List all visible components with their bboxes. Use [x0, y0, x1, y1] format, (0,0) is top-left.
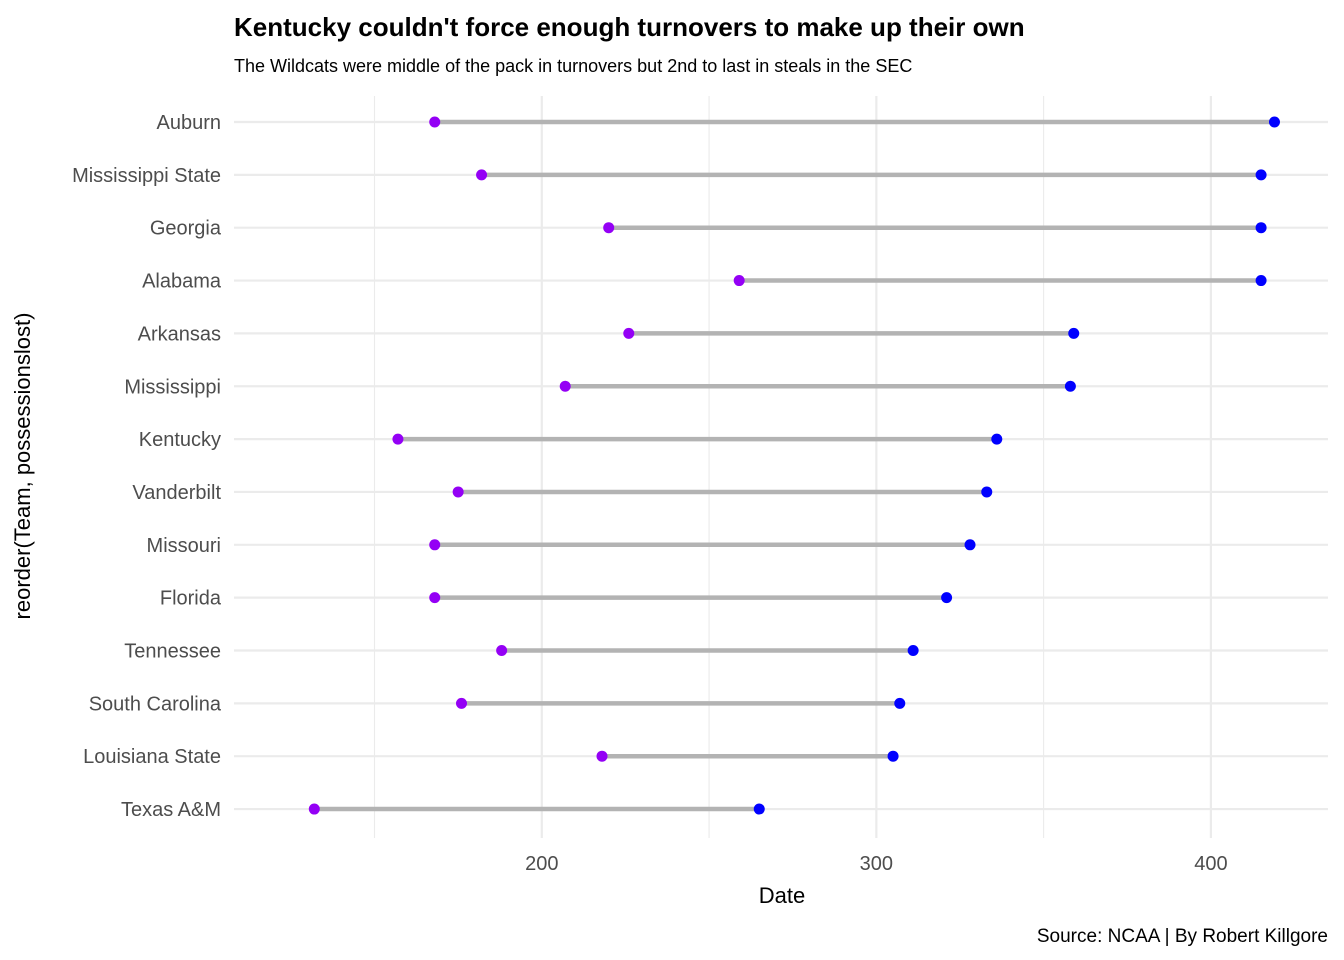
y-tick-label: Vanderbilt	[132, 482, 221, 504]
grid-lines	[234, 96, 1328, 838]
start-point	[596, 750, 608, 762]
y-tick-label: Mississippi State	[72, 165, 221, 187]
start-point	[429, 116, 441, 128]
points	[308, 116, 1280, 815]
end-point	[753, 803, 765, 815]
end-point	[1064, 380, 1076, 392]
y-tick-label: Auburn	[157, 112, 222, 134]
start-point	[455, 697, 467, 709]
segments	[314, 119, 1275, 812]
start-point	[733, 275, 745, 287]
x-tick-label: 300	[860, 853, 893, 875]
caption: Source: NCAA | By Robert Killgore	[1037, 926, 1328, 947]
start-point	[429, 539, 441, 551]
end-point	[887, 750, 899, 762]
y-tick-label: Arkansas	[138, 323, 221, 345]
start-point	[559, 380, 571, 392]
end-point	[1255, 169, 1267, 181]
y-tick-label: Texas A&M	[121, 799, 221, 821]
end-point	[1268, 116, 1280, 128]
y-tick-label: Kentucky	[139, 429, 221, 451]
y-axis-title: reorder(Team, possessionslost)	[10, 313, 35, 620]
x-tick-label: 200	[525, 853, 558, 875]
end-point	[981, 486, 993, 498]
end-point	[1255, 222, 1267, 234]
end-point	[894, 697, 906, 709]
start-point	[452, 486, 464, 498]
start-point	[392, 433, 404, 445]
start-point	[496, 645, 508, 656]
start-point	[308, 803, 320, 815]
y-tick-label: Louisiana State	[83, 746, 221, 768]
chart-title: Kentucky couldn't force enough turnovers…	[234, 12, 1025, 42]
end-point	[964, 539, 976, 551]
y-tick-label: Mississippi	[124, 376, 221, 398]
x-tick-labels: 200 300 400	[525, 853, 1227, 875]
y-tick-labels: Auburn Mississippi State Georgia Alabama Ark…	[72, 112, 222, 821]
y-tick-label: Florida	[160, 588, 222, 610]
start-point	[476, 169, 488, 181]
start-point	[623, 327, 635, 339]
end-point	[941, 592, 953, 604]
end-point	[1255, 275, 1267, 287]
end-point	[991, 433, 1003, 445]
y-tick-label: South Carolina	[89, 693, 222, 715]
end-point	[1068, 327, 1080, 339]
x-axis-title: Date	[759, 883, 805, 908]
y-tick-label: Alabama	[142, 271, 222, 293]
chart-subtitle: The Wildcats were middle of the pack in …	[234, 56, 912, 76]
start-point	[429, 592, 441, 604]
y-tick-label: Georgia	[150, 218, 222, 240]
y-tick-label: Missouri	[147, 535, 221, 557]
x-tick-label: 400	[1194, 853, 1227, 875]
y-tick-label: Tennessee	[124, 641, 221, 663]
end-point	[907, 645, 919, 656]
start-point	[603, 222, 615, 234]
